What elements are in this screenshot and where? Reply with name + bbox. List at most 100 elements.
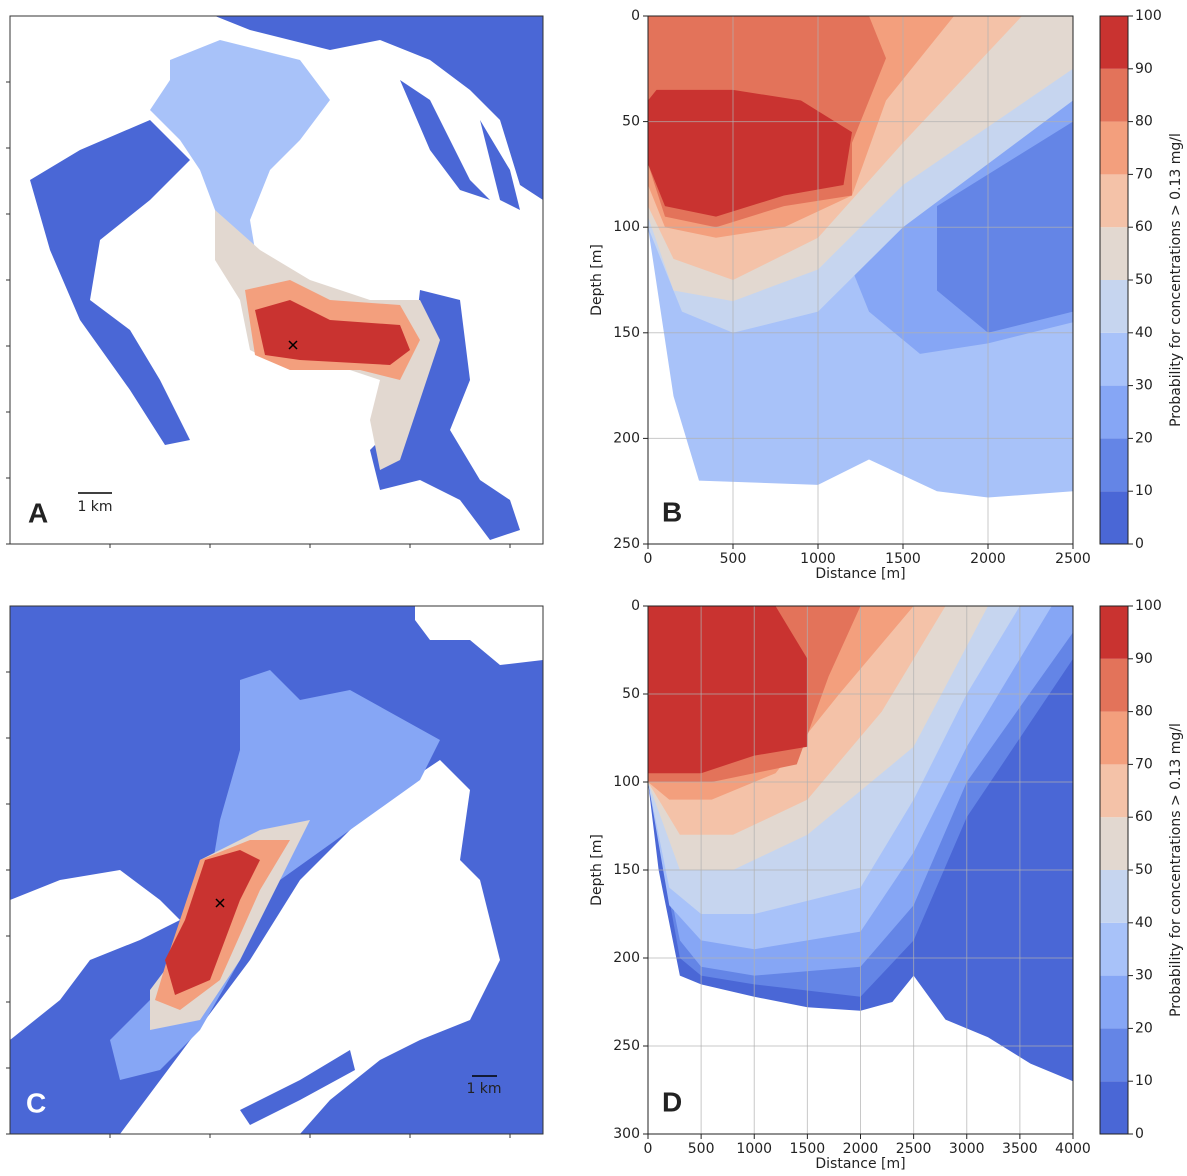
panel-label: C	[26, 1087, 46, 1118]
colorbar-tick-label: 30	[1135, 378, 1153, 394]
y-tick-label: 250	[613, 1038, 640, 1054]
land	[120, 760, 500, 1134]
water	[370, 290, 520, 540]
x-axis-label: Distance [m]	[815, 566, 905, 582]
y-tick-label: 150	[613, 862, 640, 878]
x-tick-label: 2000	[970, 551, 1006, 567]
y-tick-label: 50	[622, 686, 640, 702]
colorbar-band	[1100, 16, 1128, 69]
water	[240, 1050, 355, 1125]
scale-label: 1 km	[466, 1081, 501, 1097]
plume	[255, 300, 410, 365]
colorbar-band	[1100, 817, 1128, 870]
release-point	[215, 898, 225, 908]
colorbar-tick-label: 90	[1135, 651, 1153, 667]
map-a: 1 km A	[9, 15, 544, 545]
y-tick-label: 300	[613, 1126, 640, 1142]
colorbar-tick-label: 20	[1135, 430, 1153, 446]
x-tick-label: 1000	[736, 1141, 772, 1157]
colorbar-tick-label: 80	[1135, 114, 1153, 130]
colorbar-tick-label: 70	[1135, 756, 1153, 772]
colorbar-tick-label: 0	[1135, 1126, 1144, 1142]
x-tick-label: 2000	[843, 1141, 879, 1157]
colorbar-band	[1100, 870, 1128, 923]
x-tick-label: 1000	[800, 551, 836, 567]
colorbar-tick-label: 80	[1135, 704, 1153, 720]
x-tick-label: 3500	[1002, 1141, 1038, 1157]
colorbar-label: Probability for concentrations > 0.13 mg…	[1168, 723, 1184, 1017]
colorbar-band	[1100, 1081, 1128, 1134]
colorbar-frame	[1099, 605, 1129, 1135]
colorbar-band	[1100, 438, 1128, 492]
axes-frame	[647, 605, 1074, 1135]
colorbar-band	[1100, 385, 1128, 439]
panel-label: A	[28, 497, 48, 528]
colorbar-tick-label: 40	[1135, 325, 1153, 341]
colorbar-band	[1100, 174, 1128, 228]
colorbar-tick-label: 30	[1135, 968, 1153, 984]
colorbar-tick-label: 60	[1135, 809, 1153, 825]
x-tick-label: 2500	[1055, 551, 1091, 567]
y-tick-label: 200	[613, 430, 640, 446]
y-tick-label: 250	[613, 536, 640, 552]
colorbar-tick-label: 0	[1135, 536, 1144, 552]
x-tick-label: 4000	[1055, 1141, 1091, 1157]
colorbar-tick-label: 50	[1135, 862, 1153, 878]
y-tick-label: 0	[631, 8, 640, 24]
water	[150, 40, 330, 280]
colorbar-tick-label: 10	[1135, 1073, 1153, 1089]
colorbar-frame	[1099, 15, 1129, 545]
water	[30, 120, 190, 445]
colorbar-band	[1100, 68, 1128, 122]
colorbar-band	[1100, 606, 1128, 659]
land	[415, 606, 543, 665]
colorbar-tick-label: 50	[1135, 272, 1153, 288]
y-axis-label: Depth [m]	[589, 834, 605, 906]
colorbar-label: Probability for concentrations > 0.13 mg…	[1168, 133, 1184, 427]
panel-label: B	[662, 496, 682, 527]
colorbar-band	[1100, 658, 1128, 712]
colorbar-tick-label: 90	[1135, 61, 1153, 77]
x-tick-label: 500	[720, 551, 747, 567]
axes-frame	[647, 15, 1074, 545]
y-tick-label: 100	[613, 774, 640, 790]
colorbar-tick-label: 100	[1135, 598, 1162, 614]
colorbar-tick-label: 70	[1135, 166, 1153, 182]
y-tick-label: 50	[622, 114, 640, 130]
land	[10, 870, 180, 1040]
colorbar-band	[1100, 975, 1128, 1029]
y-tick-label: 200	[613, 950, 640, 966]
colorbar-band	[1100, 121, 1128, 175]
colorbar-band	[1100, 711, 1128, 765]
colorbar-tick-label: 60	[1135, 219, 1153, 235]
plume	[165, 850, 260, 995]
x-tick-label: 0	[644, 1141, 653, 1157]
colorbar-tick-label: 100	[1135, 8, 1162, 24]
scale-label: 1 km	[77, 499, 112, 515]
water	[215, 16, 543, 200]
x-tick-label: 1500	[885, 551, 921, 567]
panel-label: D	[662, 1086, 682, 1117]
colorbar-tick-label: 40	[1135, 915, 1153, 931]
colorbar-band	[1100, 491, 1128, 544]
x-tick-label: 500	[688, 1141, 715, 1157]
release-point	[288, 340, 298, 350]
colorbar-band	[1100, 922, 1128, 976]
x-tick-label: 2500	[896, 1141, 932, 1157]
y-tick-label: 100	[613, 219, 640, 235]
y-tick-label: 0	[631, 598, 640, 614]
x-tick-label: 0	[644, 551, 653, 567]
colorbar-band	[1100, 1028, 1128, 1082]
y-tick-label: 150	[613, 325, 640, 341]
x-axis-label: Distance [m]	[815, 1156, 905, 1172]
colorbar-band	[1100, 764, 1128, 818]
map-c: 1 km C	[9, 605, 544, 1135]
water	[400, 80, 520, 210]
x-tick-label: 3000	[949, 1141, 985, 1157]
colorbar-tick-label: 20	[1135, 1020, 1153, 1036]
colorbar-band	[1100, 227, 1128, 280]
colorbar-band	[1100, 280, 1128, 333]
colorbar-tick-label: 10	[1135, 483, 1153, 499]
